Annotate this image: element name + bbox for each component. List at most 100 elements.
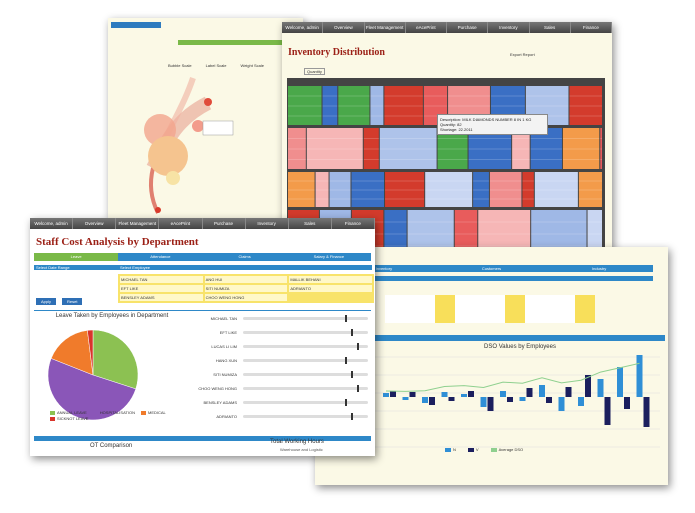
employee-option[interactable]: MALLIK BEHANI: [289, 276, 372, 283]
employee-option[interactable]: EFT LIKE: [120, 285, 203, 292]
sub-tab[interactable]: Leave: [34, 253, 119, 261]
bar-decoration: [597, 379, 604, 397]
export-label[interactable]: Export Report: [510, 52, 535, 57]
sub-tab[interactable]: Attendance: [150, 254, 171, 259]
treemap-block: [370, 86, 384, 125]
dropdown[interactable]: Quantity: [304, 68, 325, 75]
bar-decoration: [422, 397, 428, 403]
treemap-block: [425, 172, 473, 207]
slider-row: ADRIANTO: [195, 413, 370, 427]
nav-tab[interactable]: Purchase: [202, 218, 246, 229]
bar-decoration: [604, 397, 611, 425]
nav-tab[interactable]: Finance: [570, 22, 612, 33]
nav-tab[interactable]: eAcePrint: [159, 218, 203, 229]
treemap-block: [288, 86, 322, 125]
pie-slice: [92, 329, 139, 390]
treemap-block: [288, 128, 306, 169]
pie-chart: [47, 329, 139, 421]
nav-tab[interactable]: Overview: [323, 22, 365, 33]
sub-tab[interactable]: Claims: [238, 254, 251, 259]
dso-chart: [375, 355, 660, 448]
treemap-block: [454, 210, 478, 257]
slider-handle[interactable]: [357, 385, 359, 392]
legend-label: MEDICAL: [148, 410, 166, 415]
nav-tab[interactable]: Inventory: [488, 22, 530, 33]
button[interactable]: Apply: [36, 298, 57, 305]
slider-handle[interactable]: [351, 329, 353, 336]
section-tab[interactable]: Inventory: [375, 266, 393, 271]
nav-tab[interactable]: eAcePrint: [405, 22, 447, 33]
legend-item: SICKNOT LEAVE: [50, 416, 88, 421]
legend-label: ANNUAL LEAVE: [57, 410, 87, 415]
bar-decoration: [402, 397, 409, 400]
treemap-block: [384, 86, 423, 125]
button[interactable]: Reset: [62, 298, 83, 305]
sub-tabs: Leave Attendance Claims Salary & Finance: [34, 253, 371, 261]
employee-grid: MICHAEL TAN ANG HUI MALLIK BEHANI EFT LIKE S…: [118, 274, 374, 303]
bar-decoration: [461, 394, 467, 397]
treemap-block: [288, 172, 315, 207]
slider-row: LUCAS LI LIM: [195, 343, 370, 357]
nav-tab[interactable]: Finance: [331, 218, 375, 229]
treemap-block: [600, 128, 602, 169]
slider-row: SITI NUMIZA: [195, 371, 370, 385]
employee-grid: [385, 295, 595, 323]
sub-tab[interactable]: Salary & Finance: [313, 254, 345, 259]
pie-slice: [87, 329, 94, 376]
section-tab[interactable]: Industry: [592, 266, 607, 271]
nav-tab[interactable]: Fleet Management: [116, 218, 160, 229]
nav-tab[interactable]: Sales: [288, 218, 332, 229]
nav-tab[interactable]: Purchase: [447, 22, 489, 33]
treemap-block: [489, 172, 522, 207]
employee-option[interactable]: CHOO WENG HONG: [204, 294, 288, 301]
nav-tab[interactable]: Welcome, admin: [30, 218, 74, 229]
slider-track: [243, 387, 368, 390]
tooltip-line: Quantity: 82: [440, 122, 462, 127]
slider-handle[interactable]: [345, 357, 347, 364]
treemap-block: [522, 172, 534, 207]
divider: [34, 310, 371, 311]
slider-track: [243, 359, 368, 362]
bar-decoration: [480, 397, 487, 407]
slider-name: LUCAS LI LIM: [211, 344, 237, 349]
bar-decoration: [468, 391, 474, 397]
employee-option[interactable]: SITI NUMIZA: [204, 285, 288, 292]
legend-swatch: [490, 447, 497, 452]
treemap-block: [587, 210, 602, 257]
pie-slice: [50, 330, 94, 376]
slider-handle[interactable]: [351, 413, 353, 420]
nav-tab[interactable]: Welcome, admin: [282, 22, 324, 33]
treemap-block: [534, 172, 578, 207]
legend-label: SICKNOT LEAVE: [57, 416, 89, 421]
slider-row: MICHAEL TAN: [195, 315, 370, 329]
slider-track: [243, 317, 368, 320]
slider-row: CHOO WENG HONG: [195, 385, 370, 399]
legend-item: ANNUAL LEAVE: [50, 410, 87, 415]
nav-tab[interactable]: Overview: [73, 218, 117, 229]
slider-handle[interactable]: [345, 315, 347, 322]
nav-tab[interactable]: Sales: [529, 22, 571, 33]
nav-tab[interactable]: Fleet Management: [364, 22, 406, 33]
employee-option[interactable]: MICHAEL TAN: [120, 276, 203, 283]
treemap-block: [351, 172, 385, 207]
employee-option[interactable]: ANG HUI: [204, 276, 288, 283]
treemap-block: [384, 210, 407, 257]
slider-handle[interactable]: [351, 371, 353, 378]
bar-decoration: [429, 397, 435, 405]
legend-swatch: [50, 410, 55, 415]
treemap-block: [578, 172, 602, 207]
employee-option[interactable]: ADRIANTO: [289, 285, 372, 292]
nav-tab[interactable]: Inventory: [245, 218, 289, 229]
nav-tabs: Welcome, admin Overview Fleet Management eA…: [282, 22, 612, 33]
staff-panel: Welcome, admin Overview Fleet Management eA…: [30, 218, 375, 456]
employee-option[interactable]: BENSLEY ADAMS: [120, 294, 203, 301]
scale-label: Weight Scale: [240, 63, 264, 68]
slider-handle[interactable]: [345, 399, 347, 406]
treemap-block: [569, 86, 602, 125]
slider-name: CHOO WENG HONG: [198, 386, 237, 391]
section-tab[interactable]: Customers: [481, 266, 502, 271]
bar-decoration: [578, 397, 584, 406]
slider-handle[interactable]: [357, 343, 359, 350]
tooltip-line: Description: MILK DIAMONDS NUMBER 8 IN 1…: [440, 117, 532, 122]
